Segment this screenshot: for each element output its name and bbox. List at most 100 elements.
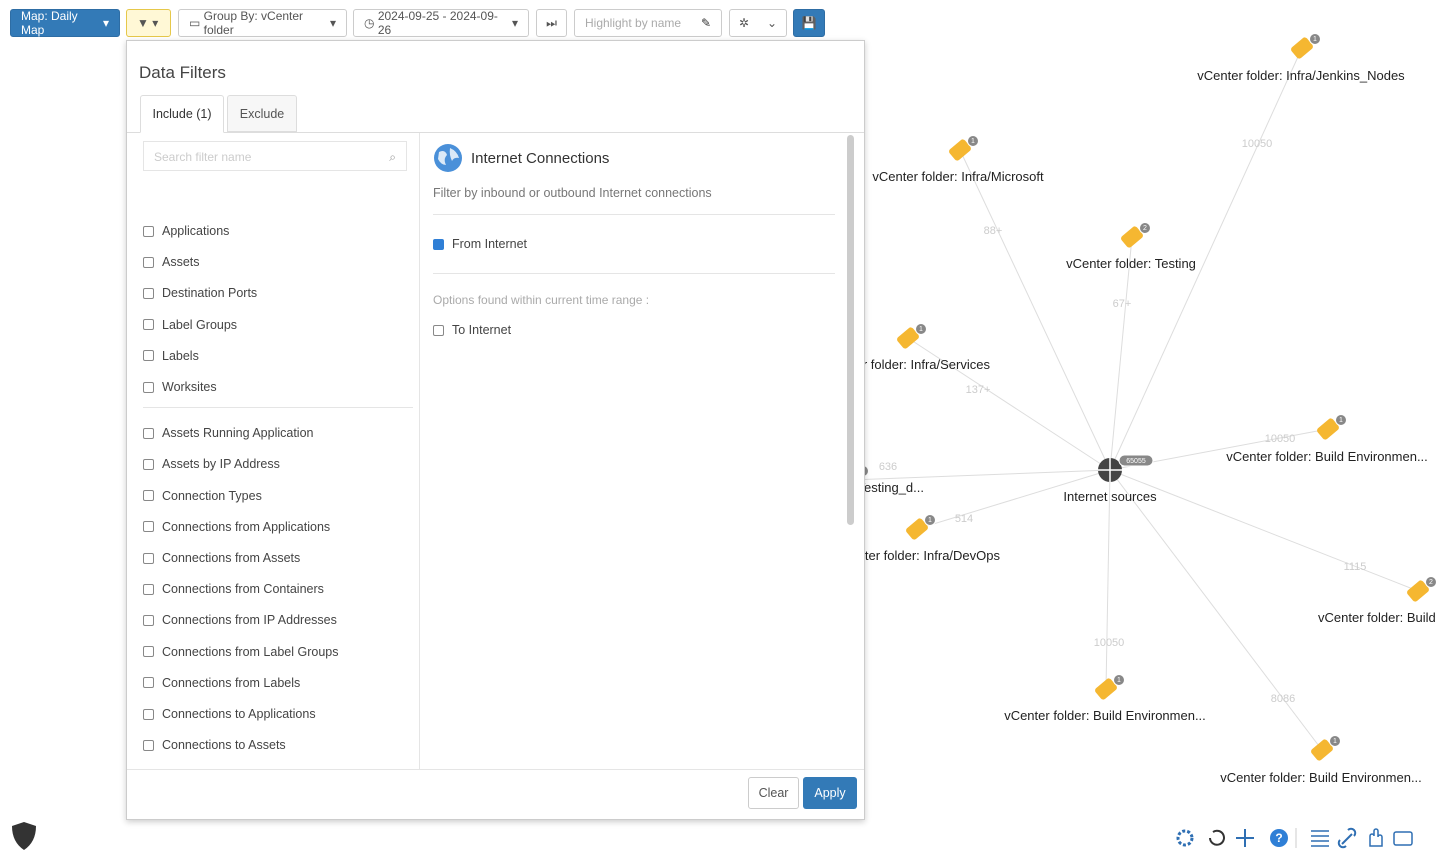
edge <box>1109 469 1323 751</box>
checkbox <box>143 256 154 268</box>
checkbox <box>143 614 154 626</box>
filter-item[interactable]: Connections from Labels <box>143 676 300 690</box>
edge <box>907 337 1111 471</box>
filter-label: Label Groups <box>162 317 238 332</box>
tab-divider <box>127 132 864 133</box>
save-button[interactable]: 💾 <box>793 9 825 37</box>
detail-divider <box>433 273 835 274</box>
tag-icon <box>897 327 919 349</box>
found-label: Options found within current time range … <box>433 293 650 307</box>
node-label: Internet sources <box>1063 489 1157 504</box>
highlight-input[interactable]: Highlight by name ✎ <box>574 9 722 37</box>
filter-label: Connections to Assets <box>162 738 286 753</box>
filter-item[interactable]: Connections from Containers <box>143 582 324 596</box>
badge <box>1335 414 1347 426</box>
option[interactable]: From Internet <box>433 237 527 251</box>
filter-item[interactable]: Label Groups <box>143 318 237 332</box>
edge <box>1109 469 1419 592</box>
tag-icon <box>949 139 971 161</box>
filter-label: Assets by IP Address <box>162 457 280 472</box>
node-label: vCenter folder: Infra/DevOps <box>835 548 1001 563</box>
tag-icon <box>1317 418 1339 440</box>
svg-text:?: ? <box>1275 831 1282 845</box>
filter-item[interactable]: Destination Ports <box>143 286 257 300</box>
checkbox <box>433 324 444 336</box>
checkbox <box>143 319 154 331</box>
option-label: From Internet <box>452 237 528 251</box>
filter-item[interactable]: Worksites <box>143 380 217 394</box>
badge <box>1118 454 1154 467</box>
group-by-button[interactable]: ▭ Group By: vCenter folder ▾ <box>178 9 347 37</box>
filter-item[interactable]: Applications <box>143 224 229 238</box>
tag-icon <box>1291 37 1313 59</box>
option[interactable]: To Internet <box>433 323 511 337</box>
filter-item[interactable]: Connection Types <box>143 489 262 503</box>
panel-title: Data Filters <box>139 63 226 82</box>
badge-count: 1 <box>971 138 975 145</box>
badge-count: 2 <box>1143 225 1147 232</box>
edge-label: 8086 <box>1271 693 1295 705</box>
node-label: vCenter folder: Infra/Microsoft <box>872 169 1044 184</box>
filter-item[interactable]: Connections from Applications <box>143 520 330 534</box>
badge-count: 2 <box>1429 579 1433 586</box>
filter-item[interactable]: Assets by IP Address <box>143 457 280 471</box>
include-tab[interactable]: Include (1) <box>140 95 224 133</box>
badge <box>1309 33 1321 45</box>
badge <box>967 135 979 147</box>
filter-item[interactable]: Connections from Assets <box>143 551 300 565</box>
checkbox <box>143 427 154 439</box>
filter-list: Applications Assets Destination Ports Label… <box>127 176 419 769</box>
edge <box>849 469 1111 481</box>
skip-button[interactable]: ⏭ <box>536 9 567 37</box>
tag-icon <box>1121 226 1143 248</box>
filter-label: Worksites <box>162 380 217 394</box>
filter-item[interactable]: Connections to Applications <box>143 707 316 721</box>
filter-item[interactable]: Labels <box>143 349 199 363</box>
detail-title: Internet Connections <box>471 150 610 167</box>
filter-item[interactable]: Connections from IP Addresses <box>143 613 337 627</box>
badge <box>1113 674 1125 686</box>
apply-button[interactable]: Apply <box>803 777 857 809</box>
node-label: vCenter folder: Build Environmen... <box>1226 449 1428 464</box>
edge-label: 636 <box>879 461 897 473</box>
badge-count: 1 <box>919 326 923 333</box>
filter-item[interactable]: Connections to Assets <box>143 738 286 752</box>
search-input[interactable]: Search filter name ⌕ <box>143 141 407 171</box>
filter-item[interactable]: Connections from Label Groups <box>143 645 338 659</box>
filter-item[interactable]: Assets <box>143 255 200 269</box>
date-range-button[interactable]: ◷ 2024-09-25 - 2024-09-26 ▾ <box>353 9 529 37</box>
badge <box>1139 222 1151 234</box>
clear-button[interactable]: Clear <box>748 777 799 809</box>
filter-label: Labels <box>162 348 199 363</box>
edge-label: 10050 <box>1094 637 1125 649</box>
scrollbar <box>847 135 854 525</box>
badge <box>915 323 927 335</box>
layout-button[interactable]: ✲ ⌄ <box>729 9 787 37</box>
checkbox <box>143 381 154 393</box>
shield-icon <box>12 822 36 850</box>
edge-label: 514 <box>955 513 973 525</box>
edge-label: 67+ <box>1113 298 1132 310</box>
badge-count: 1 <box>1339 417 1343 424</box>
checkbox <box>143 458 154 470</box>
filter-label: Connections from Labels <box>162 675 301 690</box>
node-label: vCenter folder: Build Environmen... <box>1220 770 1422 785</box>
map-button[interactable]: Map: Daily Map ▾ <box>10 9 120 37</box>
edge <box>959 149 1111 471</box>
badge-count: 1 <box>1333 738 1337 745</box>
filter-button[interactable]: ▼ ▾ <box>126 9 171 37</box>
checkbox <box>143 677 154 689</box>
exclude-tab[interactable]: Exclude <box>227 95 297 132</box>
search-placeholder: Search filter name <box>154 150 252 164</box>
filter-label: Assets Running Application <box>162 426 314 441</box>
detail-description: Filter by inbound or outbound Internet c… <box>433 186 712 200</box>
edge-label: 10050 <box>1242 138 1273 150</box>
highlight-placeholder: Highlight by name <box>585 16 682 30</box>
filter-item[interactable]: Assets Running Application <box>143 426 313 440</box>
edge-label: 10050 <box>1265 433 1296 445</box>
badge-count: 65055 <box>1126 458 1146 465</box>
edge <box>916 469 1111 530</box>
edge <box>1109 47 1303 471</box>
edge <box>1109 236 1133 471</box>
